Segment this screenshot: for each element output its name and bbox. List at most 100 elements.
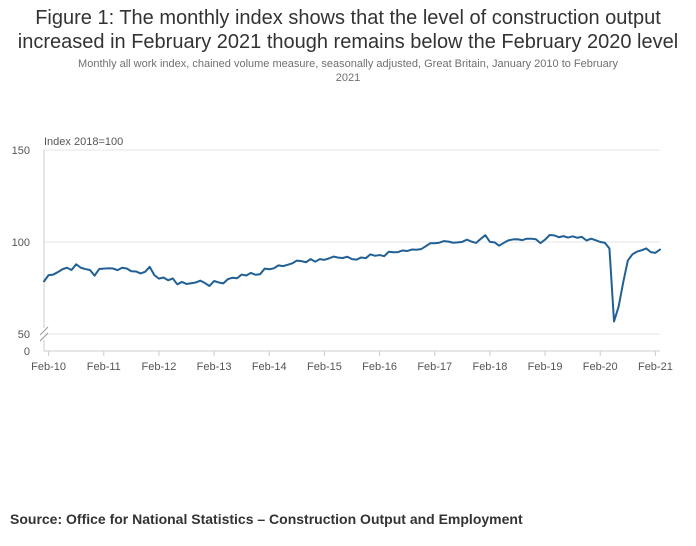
- data-point: [540, 242, 542, 244]
- data-point: [360, 257, 362, 259]
- data-point: [98, 268, 100, 270]
- data-point: [397, 251, 399, 253]
- data-point: [480, 238, 482, 240]
- data-point: [484, 234, 486, 236]
- data-point: [553, 234, 555, 236]
- data-point: [443, 240, 445, 242]
- x-tick-label: Feb-20: [583, 361, 618, 373]
- y-tick-labels: 150 100 50 0: [12, 145, 30, 358]
- data-point: [301, 260, 303, 262]
- data-point: [71, 269, 73, 271]
- data-point: [52, 274, 54, 276]
- data-point: [140, 273, 142, 275]
- chart-title: Figure 1: The monthly index shows that t…: [0, 6, 696, 54]
- data-point: [130, 270, 132, 272]
- data-point: [181, 281, 183, 283]
- data-point: [278, 264, 280, 266]
- data-point: [636, 251, 638, 253]
- data-point: [218, 282, 220, 284]
- data-point: [448, 241, 450, 243]
- axes: Index 2018=100: [39, 136, 660, 352]
- data-point: [567, 237, 569, 239]
- data-point: [167, 279, 169, 281]
- data-point: [392, 251, 394, 253]
- data-point: [158, 278, 160, 280]
- data-point: [333, 256, 335, 258]
- data-point: [535, 238, 537, 240]
- data-point: [494, 241, 496, 243]
- data-point: [103, 268, 105, 270]
- x-tick-label: Feb-12: [141, 361, 176, 373]
- data-point: [305, 261, 307, 263]
- data-point: [250, 272, 252, 274]
- gridlines: [44, 149, 660, 335]
- data-point: [461, 241, 463, 243]
- data-point: [255, 274, 257, 276]
- data-point: [489, 241, 491, 243]
- data-point: [57, 271, 59, 273]
- data-point: [209, 285, 211, 287]
- data-point: [452, 242, 454, 244]
- data-point: [526, 238, 528, 240]
- data-point: [415, 249, 417, 251]
- data-point: [586, 240, 588, 242]
- data-point: [517, 238, 519, 240]
- data-point: [163, 277, 165, 279]
- data-point: [149, 266, 151, 268]
- x-tick-label: Feb-13: [197, 361, 232, 373]
- data-point: [287, 264, 289, 266]
- data-point: [618, 306, 620, 308]
- data-point: [204, 282, 206, 284]
- data-point: [291, 262, 293, 264]
- x-tick-label: Feb-21: [638, 361, 673, 373]
- y-tick-label: 50: [18, 329, 30, 341]
- data-point: [121, 267, 123, 269]
- data-point: [66, 267, 68, 269]
- axis-break-mark: [39, 326, 49, 336]
- data-point: [581, 236, 583, 238]
- data-point: [282, 265, 284, 267]
- series-line: [43, 234, 661, 323]
- data-point: [84, 268, 86, 270]
- data-point: [186, 283, 188, 285]
- data-point: [310, 258, 312, 260]
- data-point: [434, 242, 436, 244]
- data-point: [512, 239, 514, 241]
- data-point: [558, 236, 560, 238]
- data-point: [144, 271, 146, 273]
- x-tick-label: Feb-11: [87, 361, 121, 373]
- data-point: [153, 274, 155, 276]
- data-point: [337, 257, 339, 259]
- data-point: [438, 242, 440, 244]
- data-point: [572, 235, 574, 237]
- x-tick-labels: Feb-10 Feb-11 Feb-12 Feb-13 Feb-14 Feb-15 Feb-…: [31, 351, 673, 373]
- source-note: Source: Office for National Statistics –…: [10, 511, 523, 527]
- data-point: [503, 242, 505, 244]
- data-point: [383, 255, 385, 257]
- data-point: [241, 274, 243, 276]
- data-point: [222, 283, 224, 285]
- data-point: [94, 275, 96, 277]
- data-point: [314, 261, 316, 263]
- data-point: [659, 249, 661, 251]
- data-point: [609, 248, 611, 250]
- data-point: [563, 235, 565, 237]
- y-axis-label: Index 2018=100: [44, 136, 123, 148]
- data-point: [604, 242, 606, 244]
- data-point: [365, 257, 367, 259]
- data-point: [227, 278, 229, 280]
- data-point: [351, 258, 353, 260]
- data-point: [457, 241, 459, 243]
- data-point: [429, 242, 431, 244]
- data-point: [176, 283, 178, 285]
- data-point: [245, 275, 247, 277]
- data-point: [342, 257, 344, 259]
- data-point: [80, 267, 82, 269]
- data-point: [544, 239, 546, 241]
- data-point: [273, 267, 275, 269]
- data-point: [498, 245, 500, 247]
- y-tick-label: 0: [24, 346, 30, 358]
- chart-title-line-2: increased in February 2021 though remain…: [17, 31, 679, 53]
- data-point: [89, 269, 91, 271]
- data-point: [521, 239, 523, 241]
